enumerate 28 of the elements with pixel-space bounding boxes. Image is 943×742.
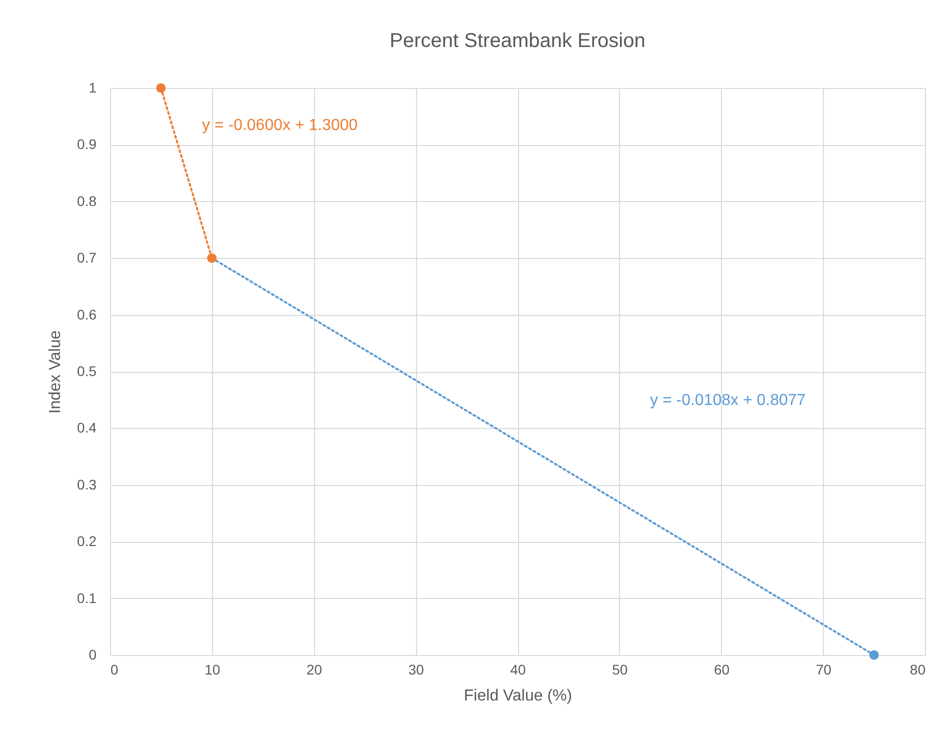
x-tick-label: 30	[408, 662, 424, 678]
y-tick-label: 0.9	[77, 136, 97, 152]
y-tick-label: 0.5	[77, 363, 97, 379]
y-tick-label: 1	[88, 80, 97, 96]
x-tick-label: 20	[306, 662, 322, 678]
x-tick-label: 0	[110, 662, 118, 678]
x-tick-label: 60	[714, 662, 730, 678]
y-axis-title: Index Value	[47, 330, 64, 414]
x-tick-label: 10	[204, 662, 220, 678]
annotation: y = -0.0600x + 1.3000	[202, 117, 358, 134]
y-tick-label: 0.3	[77, 476, 97, 492]
point	[869, 650, 879, 660]
y-tick-label: 0	[88, 646, 97, 662]
x-tick-label: 50	[612, 662, 628, 678]
x-tick-label: 40	[510, 662, 526, 678]
y-tick-label: 0.7	[77, 250, 97, 266]
y-tick-label: 0.8	[77, 192, 97, 209]
x-tick-label: 70	[816, 662, 832, 678]
point	[156, 83, 166, 93]
y-tick-label: 0.1	[77, 590, 97, 606]
y-tick-label: 0.2	[77, 533, 97, 550]
annotation: y = -0.0108x + 0.8077	[650, 392, 806, 409]
chart-title: Percent Streambank Erosion	[390, 30, 646, 52]
x-tick-label: 80	[910, 662, 926, 678]
y-tick-label: 0.6	[77, 306, 97, 322]
point	[207, 253, 217, 263]
y-tick-label: 0.4	[77, 420, 97, 436]
x-axis-title: Field Value (%)	[464, 688, 572, 704]
